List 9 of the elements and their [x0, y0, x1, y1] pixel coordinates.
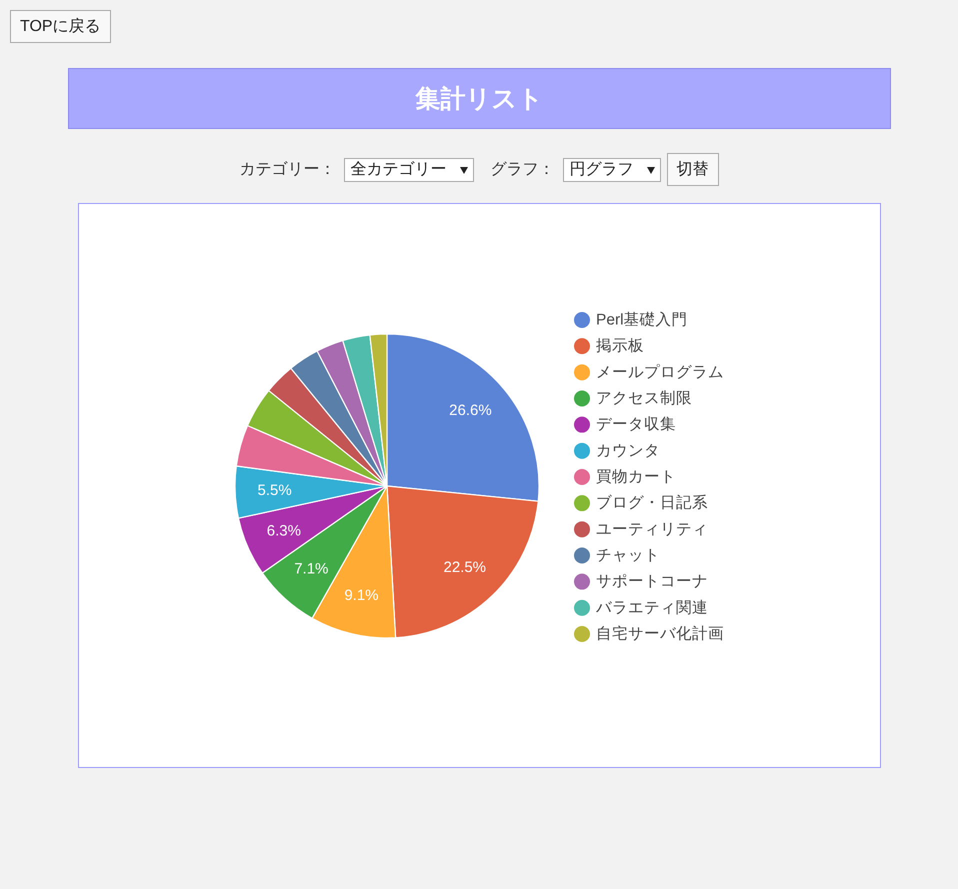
label: グラフ： — [490, 160, 554, 180]
dropdown-arrow-icon[interactable] — [646, 164, 656, 174]
label: カテゴリー： — [240, 160, 336, 180]
title: 集計リスト — [68, 68, 891, 129]
button: TOPに戻る — [10, 10, 111, 43]
button: 切替 — [666, 153, 718, 186]
dropdown-arrow-icon[interactable] — [458, 164, 468, 174]
select: 円グラフ — [562, 158, 660, 182]
select: 全カテゴリー — [344, 158, 474, 182]
